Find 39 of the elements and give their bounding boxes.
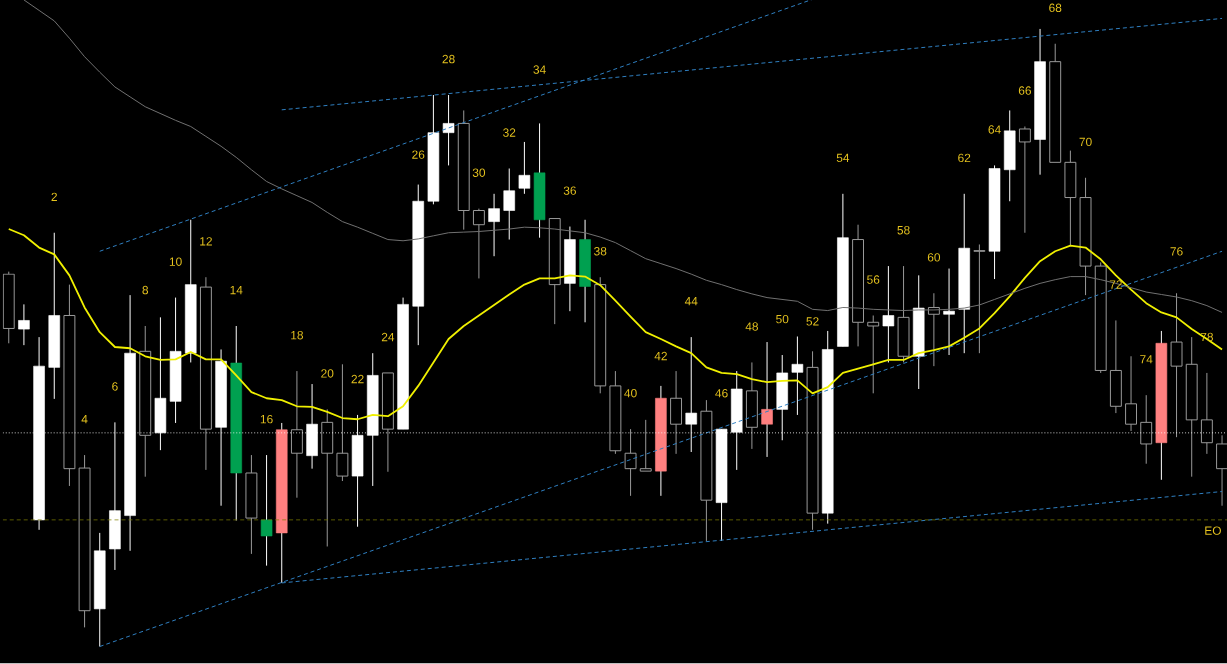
text: 12 xyxy=(200,237,212,246)
text: 44 xyxy=(684,297,698,306)
text: 22 xyxy=(351,375,364,384)
text: 42 xyxy=(654,352,667,361)
text: 38 xyxy=(594,247,607,256)
text: 30 xyxy=(472,168,486,178)
text: 2 xyxy=(51,192,57,202)
text: 4 xyxy=(81,415,88,424)
text: 24 xyxy=(381,333,395,342)
text: 36 xyxy=(563,186,577,196)
text: 56 xyxy=(867,275,880,285)
text: 28 xyxy=(442,55,455,64)
text: 74 xyxy=(1140,355,1153,364)
text: 48 xyxy=(745,322,758,331)
text: 14 xyxy=(230,286,243,295)
text: 58 xyxy=(897,226,910,235)
text: 46 xyxy=(715,389,728,398)
text: 72 xyxy=(1109,280,1122,289)
text: 52 xyxy=(806,317,819,326)
text: 6 xyxy=(112,382,118,391)
text: 20 xyxy=(321,369,334,378)
text: 54 xyxy=(836,154,850,163)
text: 70 xyxy=(1079,137,1092,147)
text: 64 xyxy=(988,125,1001,134)
text: 40 xyxy=(624,389,637,398)
text: 60 xyxy=(927,253,941,262)
text: 26 xyxy=(412,150,425,160)
ref-line-label: EO xyxy=(1205,526,1221,536)
text: 18 xyxy=(291,331,304,340)
text: 16 xyxy=(260,415,273,424)
text: 50 xyxy=(776,315,789,324)
text: 34 xyxy=(533,65,546,75)
text: 62 xyxy=(958,153,971,163)
text: 66 xyxy=(1018,86,1031,96)
text: 10 xyxy=(169,257,182,267)
text: 68 xyxy=(1049,3,1062,13)
text: 32 xyxy=(503,128,516,138)
text: 8 xyxy=(142,286,149,295)
text: 76 xyxy=(1170,247,1183,256)
